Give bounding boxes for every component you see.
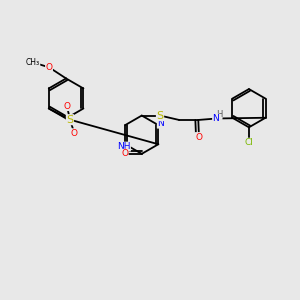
Text: O: O <box>71 129 78 138</box>
Text: O: O <box>195 133 203 142</box>
Text: O: O <box>64 102 70 111</box>
Text: N: N <box>157 119 164 128</box>
Text: CH₃: CH₃ <box>26 58 40 67</box>
Text: Cl: Cl <box>244 138 253 147</box>
Text: S: S <box>156 110 164 121</box>
Text: H: H <box>216 110 222 119</box>
Text: O: O <box>46 63 52 72</box>
Text: S: S <box>66 115 74 125</box>
Text: O: O <box>121 149 128 158</box>
Text: N: N <box>213 114 219 123</box>
Text: NH: NH <box>117 142 130 151</box>
